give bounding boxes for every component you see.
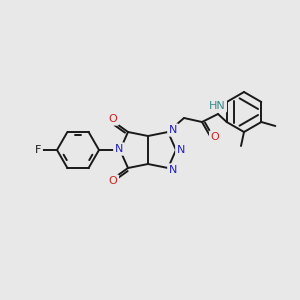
Text: N: N xyxy=(115,144,123,154)
Text: HN: HN xyxy=(208,101,225,111)
Text: N: N xyxy=(169,165,177,175)
Text: O: O xyxy=(211,132,219,142)
Text: O: O xyxy=(109,114,117,124)
Text: N: N xyxy=(177,145,185,155)
Text: N: N xyxy=(169,125,177,135)
Text: O: O xyxy=(109,176,117,186)
Text: F: F xyxy=(35,145,41,155)
